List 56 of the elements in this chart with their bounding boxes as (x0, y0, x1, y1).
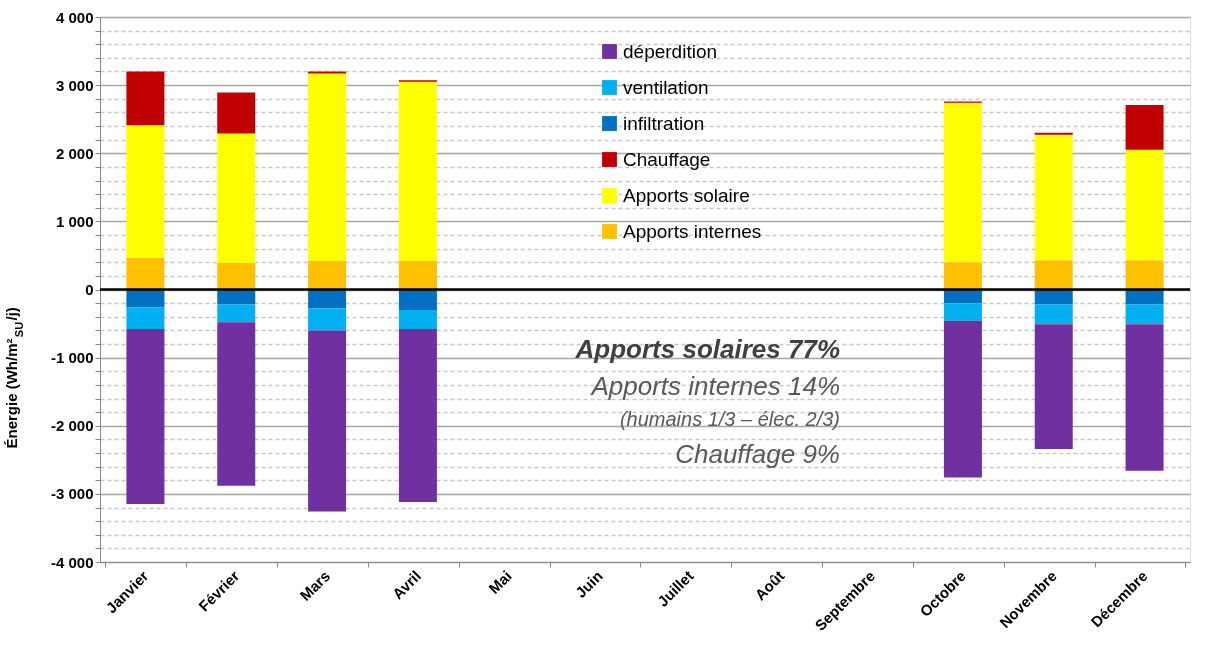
bar (126, 71, 165, 126)
y-axis-title: Énergie (Wh/m²SU/j) (3, 307, 25, 449)
x-tick-label: Juin (571, 567, 606, 601)
bar (943, 262, 982, 290)
bar (126, 257, 165, 290)
legend-label: Apports internes (623, 220, 762, 242)
bar (1034, 304, 1073, 325)
bar (308, 71, 347, 74)
annotation: Apports solaires 77% (574, 334, 840, 364)
x-tick-label: Mai (485, 567, 515, 597)
y-tick-label: 3 000 (55, 76, 94, 94)
annotation: (humains 1/3 – élec. 2/3) (619, 408, 840, 430)
y-tick-label: -2 000 (50, 417, 94, 435)
y-tick-label: 1 000 (55, 212, 94, 230)
legend-label: Apports solaire (623, 184, 750, 206)
annotation: Apports internes 14% (589, 371, 840, 401)
legend-label: Chauffage (623, 148, 711, 170)
bar (1034, 132, 1073, 135)
legend-label: déperdition (623, 40, 718, 62)
bar (308, 73, 347, 261)
bar (943, 320, 982, 478)
bar (1034, 134, 1073, 261)
y-tick-label: -4 000 (50, 553, 94, 571)
y-tick-label: 2 000 (55, 144, 94, 162)
bar (1034, 260, 1073, 290)
legend-label: ventilation (623, 76, 709, 98)
bar (398, 81, 437, 261)
bar (1125, 260, 1164, 290)
bar (398, 260, 437, 290)
y-tick-label: -1 000 (50, 349, 94, 367)
bar (1125, 149, 1164, 261)
bar (308, 260, 347, 290)
bar (217, 133, 256, 263)
bar (398, 309, 437, 330)
bar (943, 102, 982, 263)
annotation: Chauffage 9% (675, 439, 840, 469)
bar (1125, 324, 1164, 471)
bar (1125, 104, 1164, 150)
bar (1125, 304, 1164, 325)
bar (217, 304, 256, 323)
bar (308, 330, 347, 512)
bar (217, 322, 256, 486)
bar (943, 303, 982, 321)
bar (217, 92, 256, 134)
legend-label: infiltration (623, 112, 705, 134)
y-tick-label: -3 000 (50, 485, 94, 503)
bar (1034, 324, 1073, 449)
bar (398, 289, 437, 310)
y-tick-label: 4 000 (55, 8, 94, 26)
bar (126, 307, 165, 330)
y-tick-label: 0 (85, 281, 94, 298)
bar (398, 329, 437, 503)
bar (308, 308, 347, 331)
bar (217, 262, 256, 290)
bar (126, 329, 165, 505)
bar (126, 125, 165, 258)
